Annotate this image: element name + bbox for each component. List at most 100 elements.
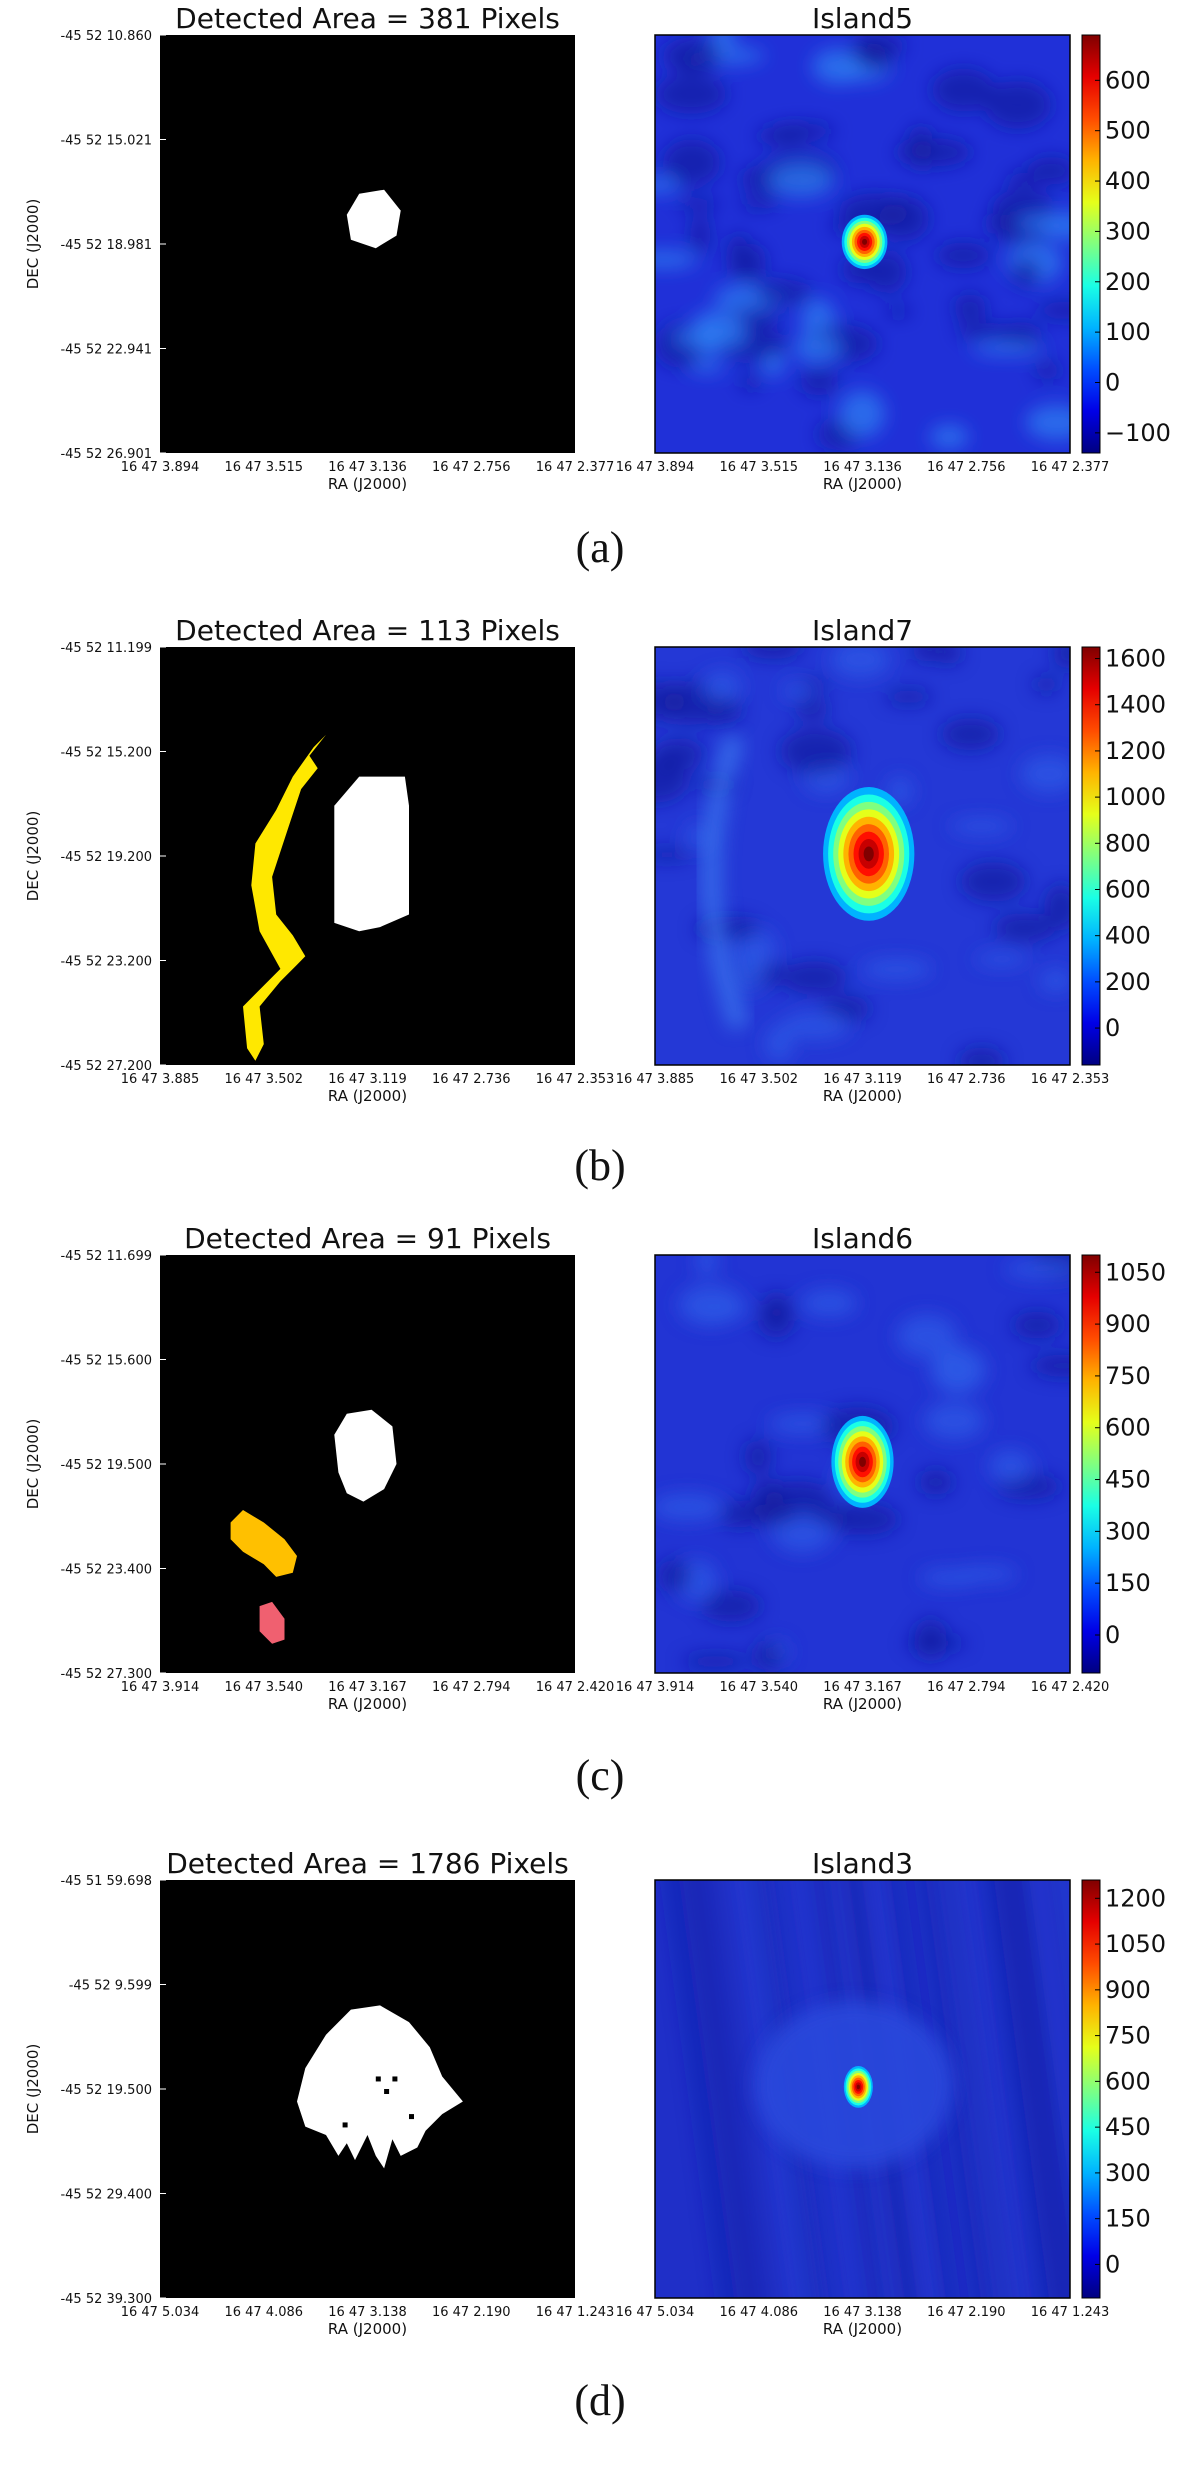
mask-xtick-label: 16 47 2.353: [536, 1072, 615, 1087]
mask-xtick-label: 16 47 3.502: [224, 1072, 303, 1087]
noise-patch: [800, 1289, 857, 1317]
noise-patch: [655, 177, 681, 193]
noise-patch: [739, 374, 762, 390]
image-title: Island5: [812, 2, 913, 35]
noise-patch: [1031, 1354, 1070, 1377]
image-noise: [655, 647, 1070, 1065]
mask-xtick-label: 16 47 3.515: [224, 460, 303, 475]
image-frame: [654, 1879, 1071, 2299]
mask-title: Detected Area = 91 Pixels: [184, 1222, 551, 1255]
colorbar-tick-label: 450: [1105, 1466, 1151, 1494]
noise-patch: [1011, 257, 1041, 288]
noise-patch: [752, 1641, 783, 1672]
mask-ytick-label: -45 51 59.698: [60, 1874, 152, 1889]
mask-ylabel: DEC (J2000): [24, 1419, 42, 1510]
noise-patch: [908, 125, 933, 169]
mask-ytick-label: -45 52 11.699: [60, 1249, 152, 1264]
image-noise: [655, 1255, 1070, 1672]
noise-patch: [692, 1304, 751, 1317]
image-xtick-label: 16 47 3.167: [823, 1680, 902, 1695]
noise-patch: [670, 57, 708, 71]
colorbar-tick-label: 150: [1105, 1569, 1151, 1597]
noise-patch: [958, 1047, 1005, 1065]
image-xtick-label: 16 47 5.034: [616, 2305, 695, 2320]
mask-plot: Detected Area = 113 Pixels -45 52 11.199 -…: [24, 614, 614, 1105]
noise-patch: [885, 305, 911, 318]
noise-patch: [940, 718, 1001, 751]
noise-patch: [988, 1449, 1033, 1483]
noise-patch: [794, 698, 829, 720]
mask-hole: [342, 2122, 348, 2128]
image-xtick-label: 16 47 3.914: [616, 1680, 695, 1695]
mask-xlabel: RA (J2000): [328, 1087, 407, 1105]
mask-ytick-label: -45 52 19.200: [60, 850, 152, 865]
colorbar-tick-label: 0: [1105, 2250, 1120, 2278]
colorbar-tick-label: 1400: [1105, 691, 1166, 719]
image-xtick-label: 16 47 2.756: [927, 460, 1006, 475]
colorbar-tick-label: 0: [1105, 368, 1120, 396]
noise-stripe: [1007, 1880, 1069, 2298]
mask-ytick-label: -45 52 9.599: [69, 1979, 152, 1994]
noise-stripe: [936, 1880, 998, 2298]
mask-ytick-label: -45 52 15.021: [60, 134, 152, 149]
source-contour: [856, 2084, 860, 2090]
mask-ytick-label: -45 52 19.500: [60, 1458, 152, 1473]
mask-ytick-label: -45 52 15.200: [60, 746, 152, 761]
noise-patch: [1039, 969, 1070, 993]
image-plot: Island3 16 47 5.034 16 47 4.086 16 47 3.138…: [616, 1847, 1110, 2338]
image-field: [655, 1880, 1070, 2298]
noise-patch: [984, 80, 1052, 129]
noise-patch: [929, 424, 969, 450]
mask-region-source: [297, 2005, 463, 2169]
mask-xtick-label: 16 47 3.914: [121, 1680, 200, 1695]
mask-hole: [384, 2089, 390, 2094]
image-xtick-label: 16 47 3.515: [719, 460, 798, 475]
mask-xtick-label: 16 47 3.894: [121, 460, 200, 475]
colorbar-tick-label: 750: [1105, 2022, 1151, 2050]
noise-patch: [807, 1506, 853, 1525]
colorbar-tick-label: 1050: [1105, 1930, 1166, 1958]
image-xlabel: RA (J2000): [823, 475, 902, 493]
noise-patch: [750, 1504, 773, 1524]
image-title: Island7: [812, 614, 913, 647]
noise-patch: [742, 647, 804, 659]
noise-patch: [1020, 755, 1070, 793]
noise-stripe: [1055, 1880, 1070, 1992]
noise-patch: [932, 1345, 980, 1393]
noise-patch: [695, 1255, 718, 1276]
colorbar: 600 500 400 300 200 100 0 −100: [1081, 34, 1171, 454]
colorbar-tick-label: 200: [1105, 968, 1151, 996]
image-xtick-label: 16 47 4.086: [719, 2305, 798, 2320]
noise-patch: [768, 162, 834, 198]
noise-patch: [673, 326, 748, 349]
noise-patch: [682, 1654, 749, 1669]
noise-patch: [830, 647, 891, 678]
mask-xtick-label: 16 47 3.119: [328, 1072, 407, 1087]
mask-ylabel: DEC (J2000): [24, 199, 42, 290]
noise-stripe: [941, 1880, 1002, 2298]
noise-patch: [911, 647, 942, 662]
noise-patch: [974, 952, 1029, 967]
noise-patch: [1025, 404, 1070, 440]
noise-stripe: [949, 1880, 1011, 2298]
colorbar-tick-label: 600: [1105, 2067, 1151, 2095]
mask-region-source: [334, 1409, 397, 1502]
mask-plot: Detected Area = 91 Pixels -45 52 11.699 -4…: [24, 1222, 614, 1713]
colorbar-tick-label: 400: [1105, 167, 1151, 195]
noise-patch: [936, 242, 991, 269]
mask-xtick-label: 16 47 2.420: [536, 1680, 615, 1695]
noise-patch: [701, 1590, 761, 1622]
image-frame: [654, 1254, 1071, 1674]
noise-patch: [744, 1439, 772, 1475]
colorbar-tick-label: 600: [1105, 1414, 1151, 1442]
noise-stripe: [1020, 1880, 1070, 2261]
panel-a: Detected Area = 381 Pixels -45 52 10.860 -…: [0, 0, 1200, 620]
mask-xtick-label: 16 47 2.377: [536, 460, 615, 475]
image-xtick-label: 16 47 3.138: [823, 2305, 902, 2320]
colorbar: 1600 1400 1200 1000 800 600 400 200 0: [1081, 645, 1166, 1066]
noise-patch: [864, 42, 894, 72]
image-xtick-label: 16 47 2.736: [927, 1072, 1006, 1087]
image-field: [655, 1255, 1070, 1673]
colorbar-tick-label: 1000: [1105, 783, 1166, 811]
noise-stripe: [1016, 1880, 1070, 2288]
